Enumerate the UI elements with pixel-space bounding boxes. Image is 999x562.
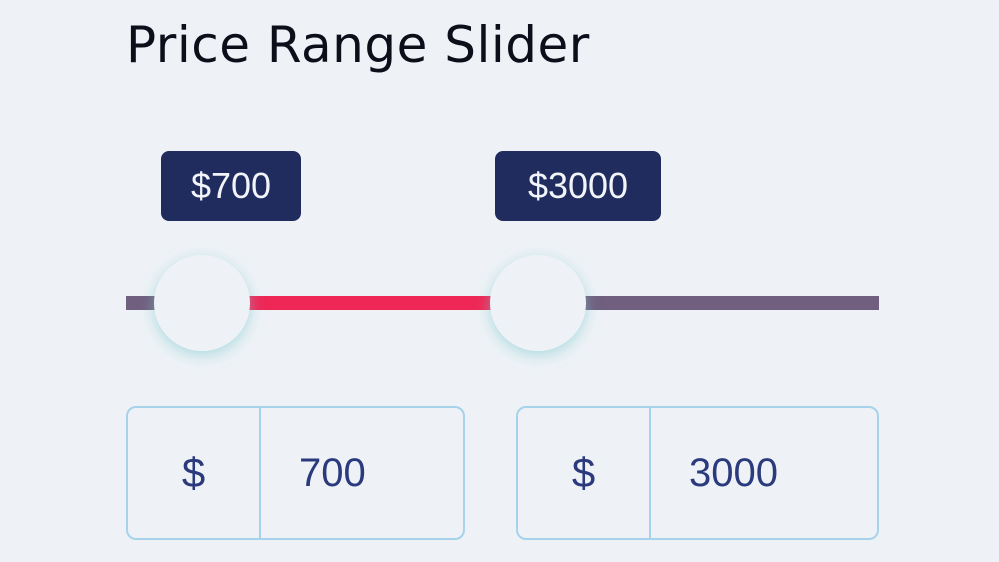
min-price-field: $ 700 bbox=[126, 406, 465, 540]
page-title: Price Range Slider bbox=[126, 16, 590, 74]
max-price-field: $ 3000 bbox=[516, 406, 879, 540]
currency-symbol: $ bbox=[518, 408, 651, 538]
max-price-thumb[interactable] bbox=[490, 255, 586, 351]
currency-symbol: $ bbox=[128, 408, 261, 538]
slider-selected-range bbox=[202, 296, 538, 310]
max-price-tooltip: $3000 bbox=[495, 151, 661, 221]
min-price-thumb[interactable] bbox=[154, 255, 250, 351]
min-price-tooltip: $700 bbox=[161, 151, 301, 221]
max-price-input[interactable]: 3000 bbox=[689, 450, 778, 495]
min-price-input[interactable]: 700 bbox=[299, 450, 366, 495]
